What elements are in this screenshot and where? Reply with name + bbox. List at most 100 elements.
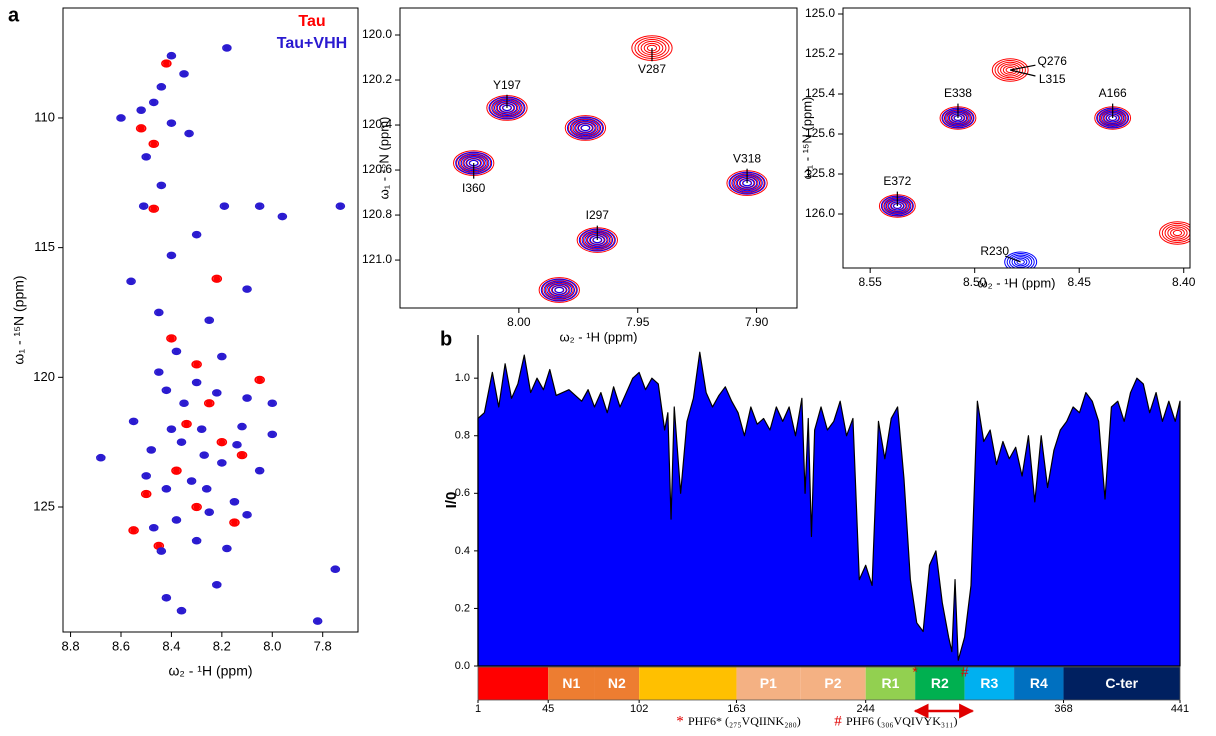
y-tick-label: 0.8	[455, 430, 470, 442]
domain-label: C-ter	[1105, 675, 1138, 691]
peak	[171, 466, 182, 475]
annotation: I360	[462, 181, 486, 195]
peak	[135, 124, 147, 133]
peak	[242, 394, 252, 402]
annotation: Y197	[493, 78, 521, 92]
y-tick-label: 0.4	[455, 545, 470, 557]
peak	[191, 378, 202, 387]
domain-tick-label: 441	[1171, 703, 1189, 715]
peak	[217, 459, 227, 467]
domain-segment	[1063, 667, 1180, 700]
y-tick-label: 125.2	[805, 46, 835, 60]
peak	[203, 399, 215, 408]
domain-label: P2	[824, 675, 841, 691]
peak	[176, 606, 187, 615]
annotation: I297	[586, 208, 610, 222]
peak	[146, 446, 157, 454]
peak	[540, 278, 578, 302]
y-tick-label: 0.0	[455, 660, 470, 672]
panel-label: b	[440, 328, 452, 350]
domain-label: N1	[562, 675, 580, 691]
annotation: E338	[944, 86, 972, 100]
y-axis-label: I/0	[443, 492, 460, 509]
peak	[176, 438, 187, 446]
peak	[219, 202, 230, 210]
peak	[216, 437, 228, 447]
peak	[232, 440, 242, 449]
x-tick-label: 8.0	[263, 638, 281, 653]
peak	[154, 368, 164, 376]
domain-segment	[548, 667, 595, 700]
peak	[191, 502, 202, 512]
x-axis-label: ω₂ - ¹H (ppm)	[977, 275, 1055, 290]
footnote: PHF6* (₂₇₅VQIINK₂₈₀)	[688, 714, 801, 728]
peak	[141, 153, 152, 161]
y-tick-label: 120.0	[362, 27, 392, 41]
domain-segment	[1014, 667, 1064, 700]
x-tick-label: 8.6	[112, 638, 130, 653]
domain-label: R3	[980, 675, 998, 691]
peak	[242, 285, 252, 293]
x-tick-label: 8.2	[213, 638, 231, 653]
peak	[166, 334, 177, 343]
peak	[161, 386, 172, 395]
peak	[166, 425, 177, 433]
peak	[236, 450, 248, 460]
domain-segment	[865, 667, 916, 700]
peak	[212, 389, 222, 397]
legend-entry: Tau	[298, 13, 325, 30]
domain-segment	[478, 667, 549, 700]
domain-label: R4	[1030, 675, 1048, 691]
peak	[156, 547, 167, 555]
y-tick-label: 115	[34, 239, 55, 254]
peak	[148, 139, 160, 149]
peak	[138, 202, 149, 210]
footnote: PHF6 (₃₀₆VQIVYK₃₁₁)	[846, 714, 957, 728]
peak	[166, 251, 177, 260]
annotation: Q276	[1038, 54, 1068, 68]
x-axis-label: ω₂ - ¹H (ppm)	[168, 663, 252, 679]
peak	[277, 212, 288, 221]
domain-segment	[964, 667, 1015, 700]
peak	[161, 59, 172, 68]
motif-marker: *	[912, 664, 918, 680]
peak	[191, 230, 202, 239]
annotation: R230	[980, 244, 1009, 258]
peak	[96, 453, 106, 462]
peak	[222, 544, 232, 553]
y-tick-label: 120.8	[362, 207, 392, 221]
peak	[335, 202, 346, 210]
y-tick-label: 126.0	[805, 206, 835, 220]
peak	[161, 485, 172, 493]
annotation: L315	[1039, 72, 1066, 86]
domain-tick-label: 45	[542, 703, 554, 715]
annotation: V318	[733, 151, 761, 165]
peak	[156, 181, 167, 190]
plot-area	[96, 44, 346, 625]
domain-label: R2	[931, 675, 949, 691]
domain-frame	[477, 666, 1181, 701]
y-tick-label: 0.6	[455, 487, 470, 499]
peak	[237, 422, 247, 431]
annotation-pointer	[1010, 64, 1036, 71]
y-tick-label: 125.8	[805, 166, 835, 180]
domain-tick-label: 1	[475, 703, 481, 715]
y-axis-label: ω₁ - ¹⁵N (ppm)	[11, 275, 27, 364]
plot-frame	[842, 7, 1191, 269]
peak	[148, 98, 159, 107]
peak	[201, 485, 212, 493]
x-tick-label: 7.90	[745, 315, 769, 329]
peak	[229, 498, 240, 506]
domain-tick-label: 163	[727, 703, 745, 715]
peak	[191, 536, 202, 545]
peak	[199, 451, 209, 459]
y-tick-label: 125	[33, 498, 55, 513]
domain-segment	[736, 667, 801, 700]
domain-tick-label: 368	[1054, 703, 1072, 715]
peak	[212, 580, 222, 589]
peak	[184, 129, 194, 138]
domain-label: R1	[881, 675, 899, 691]
domain-label: P1	[760, 675, 777, 691]
peak	[128, 417, 139, 426]
